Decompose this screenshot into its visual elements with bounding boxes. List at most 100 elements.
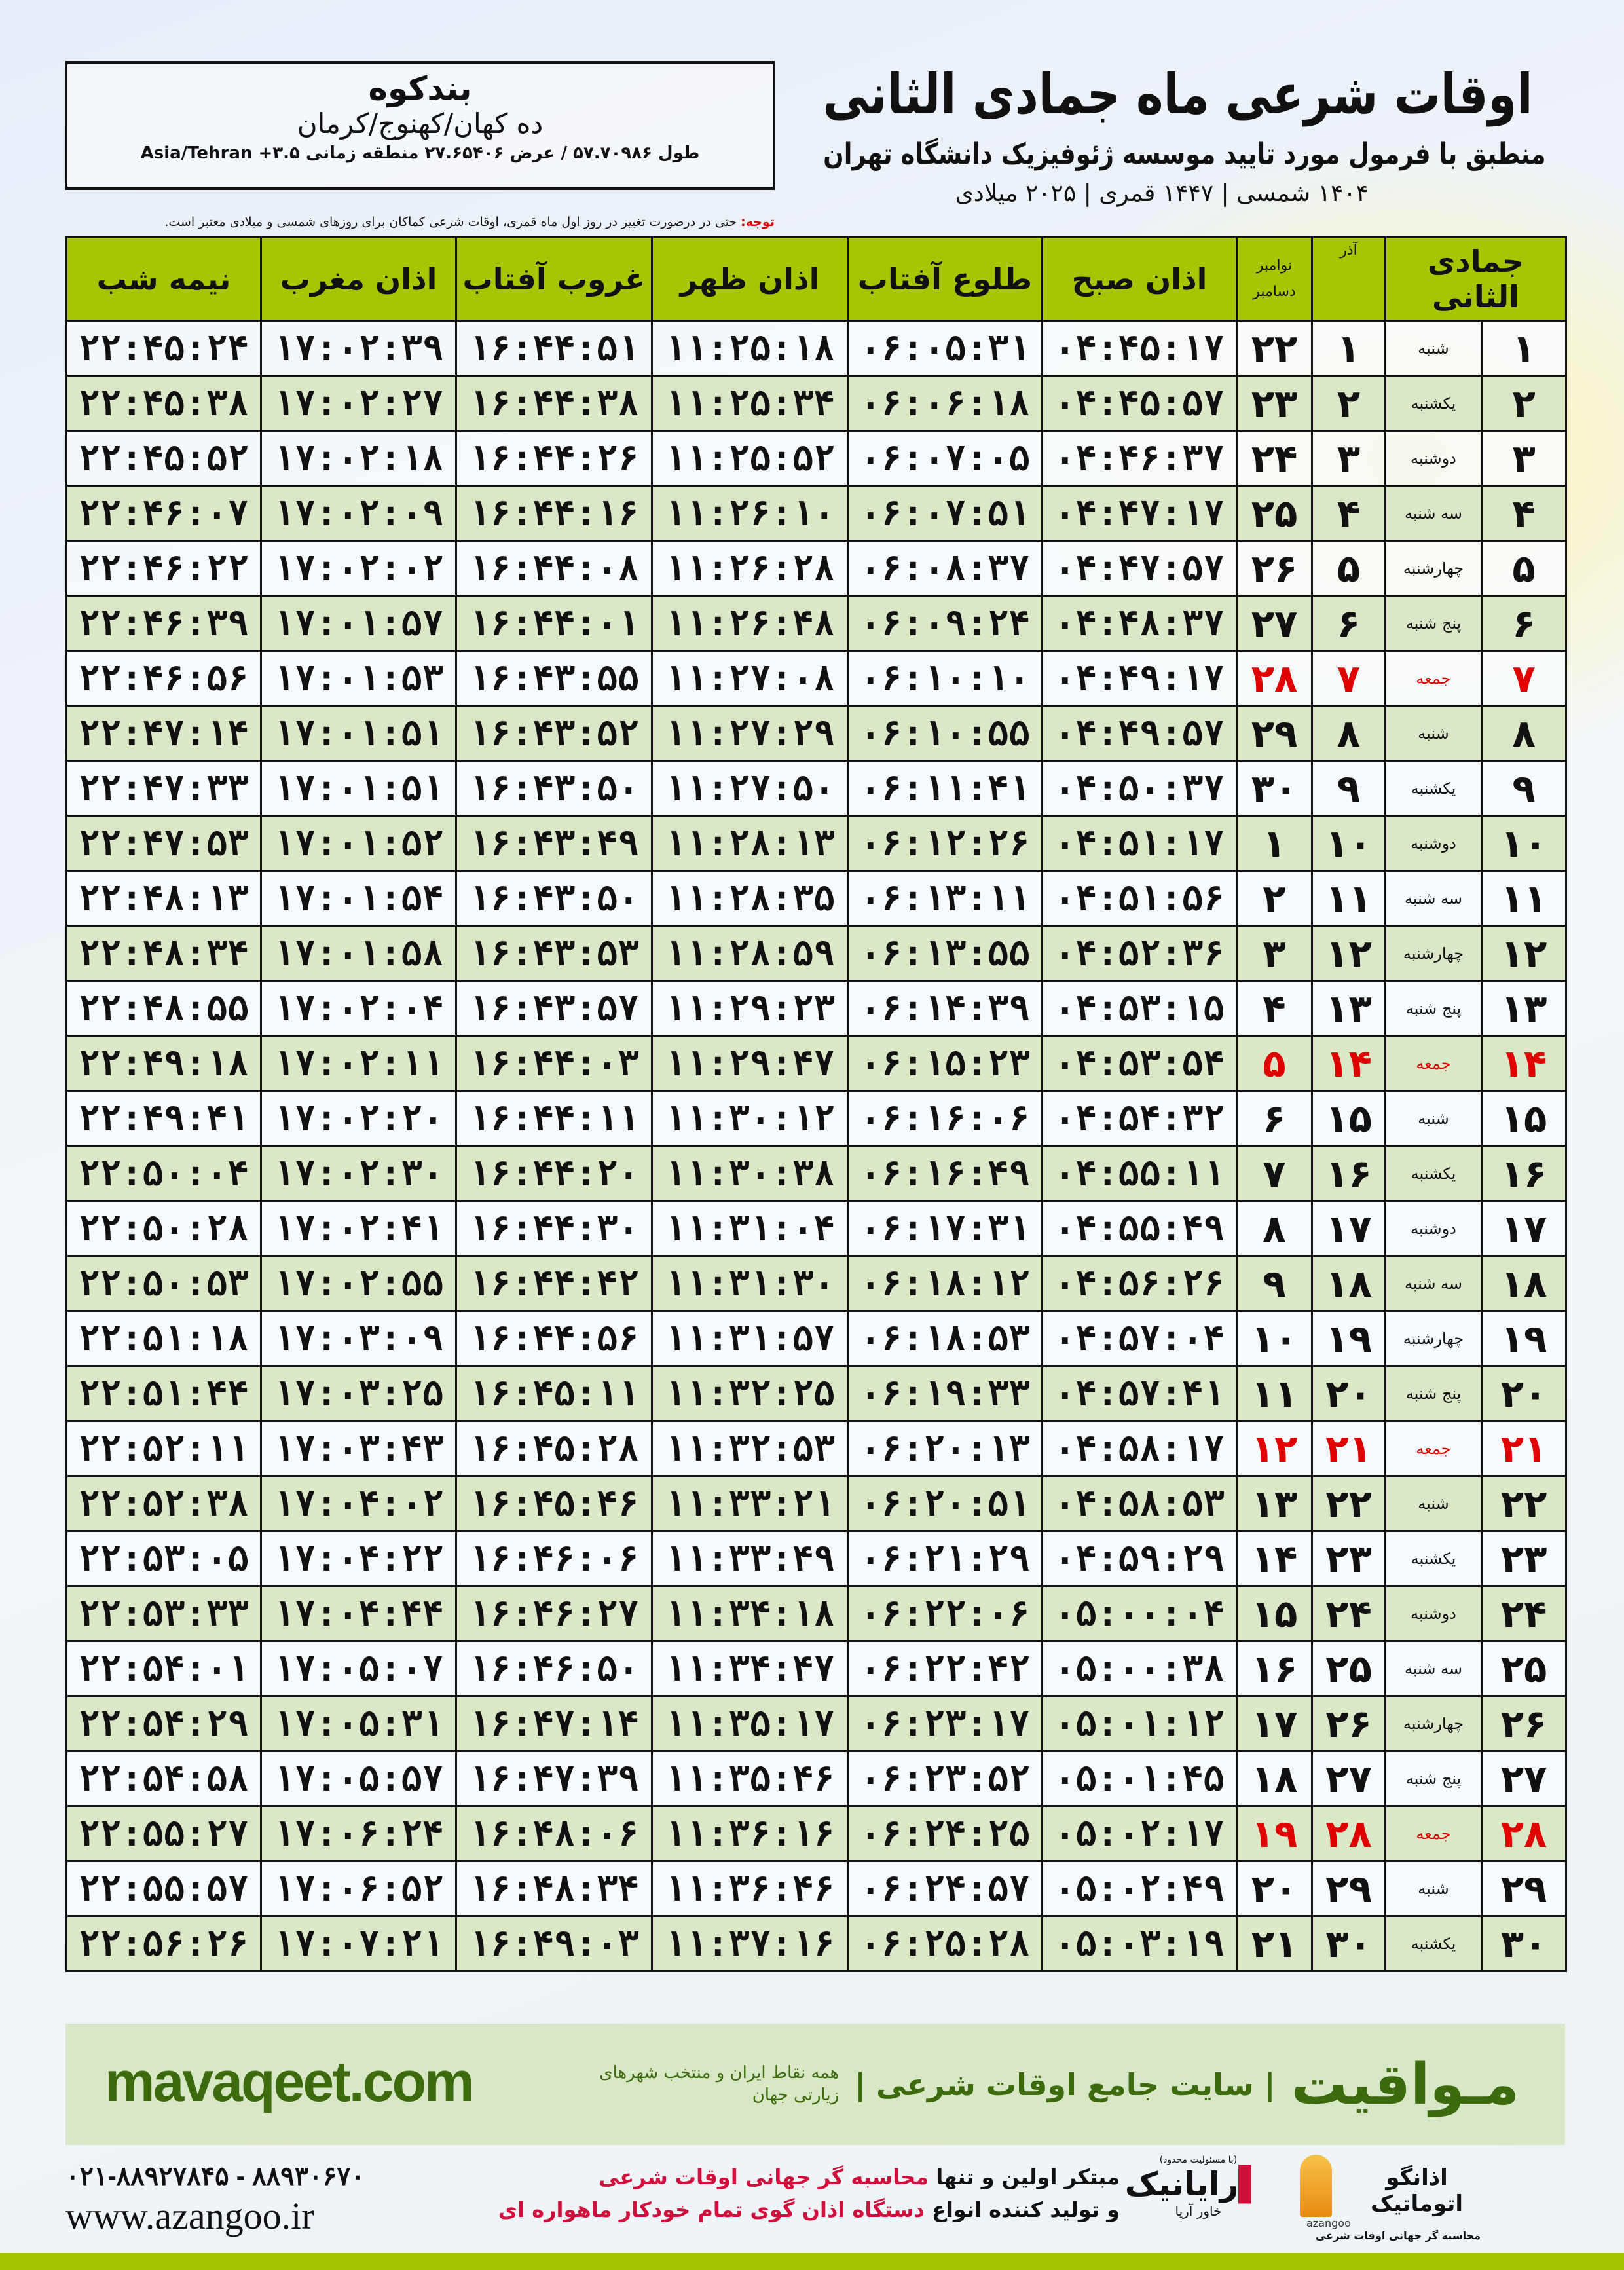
hijri-day: ۲۲ [1481,1475,1568,1532]
weekday: دوشنبه [1384,1585,1483,1642]
sunset-time: ۱۶:۴۹:۰۳ [455,1915,653,1972]
weekday: یکشنبه [1384,760,1483,817]
sunset-time: ۱۶:۴۶:۲۷ [455,1585,653,1642]
azar-day: ۲۴ [1311,1585,1386,1642]
azangoo-url[interactable]: www.azangoo.ir [65,2195,314,2237]
fajr-time: ۰۴:۴۹:۱۷ [1041,650,1238,707]
dhuhr-time: ۱۱:۲۵:۳۴ [651,375,849,432]
azar-day: ۲۲ [1311,1475,1386,1532]
sunrise-time: ۰۶:۱۹:۳۳ [847,1365,1043,1422]
midnight-time: ۲۲:۴۹:۴۱ [65,1090,262,1147]
azar-day: ۲۸ [1311,1805,1386,1862]
gregorian-day: ۲۴ [1236,430,1313,487]
fajr-time: ۰۴:۴۷:۱۷ [1041,485,1238,542]
table-row: ۲ یکشنبه ۲ ۲۳ ۰۴:۴۵:۵۷ ۰۶:۰۶:۱۸ ۱۱:۲۵:۳۴ ۱۶:۴۴:… [65,375,1568,432]
hijri-day: ۱۵ [1481,1090,1568,1147]
fajr-time: ۰۴:۵۷:۴۱ [1041,1365,1238,1422]
gregorian-day: ۸ [1236,1200,1313,1257]
fajr-time: ۰۵:۰۰:۰۴ [1041,1585,1238,1642]
azangoo-logo-text: اذانگو اتوماتیک [1371,2165,1464,2217]
midnight-time: ۲۲:۵۵:۲۷ [65,1805,262,1862]
sunset-time: ۱۶:۴۸:۳۴ [455,1860,653,1917]
gregorian-day: ۳ [1236,925,1313,982]
col-gregorian-top: نوامبر [1256,257,1293,274]
col-sunset: غروب آفتاب [455,236,653,322]
prayer-times-table: جمادی الثانی آذر نوامبر دسامبر اذان صبح ط… [65,236,1568,1972]
azar-day: ۳ [1311,430,1386,487]
dhuhr-time: ۱۱:۳۱:۳۰ [651,1255,849,1312]
midnight-time: ۲۲:۵۴:۲۹ [65,1695,262,1752]
dhuhr-time: ۱۱:۲۷:۰۸ [651,650,849,707]
maghrib-time: ۱۷:۰۱:۵۳ [260,650,457,707]
gregorian-day: ۲۵ [1236,485,1313,542]
midnight-time: ۲۲:۴۶:۳۹ [65,595,262,652]
sunrise-time: ۰۶:۰۸:۳۷ [847,540,1043,597]
sunrise-time: ۰۶:۱۵:۲۳ [847,1035,1043,1092]
sunset-time: ۱۶:۴۴:۳۰ [455,1200,653,1257]
sunset-time: ۱۶:۴۳:۵۰ [455,760,653,817]
region-name: ده کهان/کهنوج/کرمان [297,107,544,140]
bottom-bar [0,2253,1624,2270]
maghrib-time: ۱۷:۰۵:۵۷ [260,1750,457,1807]
sunrise-time: ۰۶:۲۴:۵۷ [847,1860,1043,1917]
col-gregorian-bottom: دسامبر [1253,283,1296,300]
sunrise-time: ۰۶:۲۰:۵۱ [847,1475,1043,1532]
sunset-time: ۱۶:۴۳:۵۲ [455,705,653,762]
maghrib-time: ۱۷:۰۲:۲۰ [260,1090,457,1147]
sunset-time: ۱۶:۴۳:۵۳ [455,925,653,982]
azar-day: ۱۳ [1311,980,1386,1037]
azar-day: ۱۹ [1311,1310,1386,1367]
dhuhr-time: ۱۱:۲۵:۱۸ [651,320,849,377]
gregorian-day: ۲۲ [1236,320,1313,377]
gregorian-day: ۲۹ [1236,705,1313,762]
azar-day: ۲۵ [1311,1640,1386,1697]
midnight-time: ۲۲:۴۶:۵۶ [65,650,262,707]
fajr-time: ۰۴:۵۵:۴۹ [1041,1200,1238,1257]
maghrib-time: ۱۷:۰۲:۱۱ [260,1035,457,1092]
sunrise-time: ۰۶:۰۶:۱۸ [847,375,1043,432]
sunrise-time: ۰۶:۱۶:۴۹ [847,1145,1043,1202]
midnight-time: ۲۲:۵۳:۰۵ [65,1530,262,1587]
col-gregorian: نوامبر دسامبر [1236,236,1313,322]
sunset-time: ۱۶:۴۴:۰۸ [455,540,653,597]
midnight-time: ۲۲:۴۶:۲۲ [65,540,262,597]
midnight-time: ۲۲:۵۰:۲۸ [65,1200,262,1257]
maghrib-time: ۱۷:۰۴:۴۴ [260,1585,457,1642]
sunset-time: ۱۶:۴۶:۰۶ [455,1530,653,1587]
sunrise-time: ۰۶:۱۰:۵۵ [847,705,1043,762]
sunrise-time: ۰۶:۲۲:۴۲ [847,1640,1043,1697]
sunrise-time: ۰۶:۲۱:۲۹ [847,1530,1043,1587]
mavaqeet-url[interactable]: mavaqeet.com [105,2051,475,2113]
fajr-time: ۰۵:۰۰:۳۸ [1041,1640,1238,1697]
maghrib-time: ۱۷:۰۲:۵۵ [260,1255,457,1312]
col-hijri: جمادی الثانی [1384,236,1568,322]
page-subtitle-wrap: منطبق با فرمول مورد تایید موسسه ژئوفیزیک… [805,138,1545,171]
gregorian-day: ۲۰ [1236,1860,1313,1917]
col-fajr: اذان صبح [1041,236,1238,322]
sunrise-time: ۰۶:۲۳:۵۲ [847,1750,1043,1807]
dhuhr-time: ۱۱:۲۹:۴۷ [651,1035,849,1092]
table-row: ۲۱ جمعه ۲۱ ۱۲ ۰۴:۵۸:۱۷ ۰۶:۲۰:۱۳ ۱۱:۳۲:۵۳ ۱۶:۴۵:… [65,1420,1568,1477]
hijri-day: ۱۲ [1481,925,1568,982]
hijri-day: ۷ [1481,650,1568,707]
midnight-time: ۲۲:۵۱:۴۴ [65,1365,262,1422]
gregorian-day: ۱۶ [1236,1640,1313,1697]
azar-day: ۳۰ [1311,1915,1386,1972]
dhuhr-time: ۱۱:۳۳:۴۹ [651,1530,849,1587]
table-row: ۱۵ شنبه ۱۵ ۶ ۰۴:۵۴:۳۲ ۰۶:۱۶:۰۶ ۱۱:۳۰:۱۲ ۱۶:۴۴:۱… [65,1090,1568,1147]
midnight-time: ۲۲:۵۵:۵۷ [65,1860,262,1917]
maghrib-time: ۱۷:۰۱:۵۸ [260,925,457,982]
page-title: اوقات شرعی ماه جمادی الثانی [822,62,1532,126]
midnight-time: ۲۲:۴۵:۵۲ [65,430,262,487]
sunrise-time: ۰۶:۰۷:۵۱ [847,485,1043,542]
hijri-day: ۱۹ [1481,1310,1568,1367]
gregorian-day: ۴ [1236,980,1313,1037]
fajr-time: ۰۴:۴۷:۵۷ [1041,540,1238,597]
azar-day: ۹ [1311,760,1386,817]
weekday: سه شنبه [1384,1640,1483,1697]
hijri-day: ۲۱ [1481,1420,1568,1477]
midnight-time: ۲۲:۵۴:۵۸ [65,1750,262,1807]
table-row: ۲۷ پنج شنبه ۲۷ ۱۸ ۰۵:۰۱:۴۵ ۰۶:۲۳:۵۲ ۱۱:۳۵:۴۶ ۱۶… [65,1750,1568,1807]
col-sunrise: طلوع آفتاب [847,236,1043,322]
hijri-day: ۲ [1481,375,1568,432]
